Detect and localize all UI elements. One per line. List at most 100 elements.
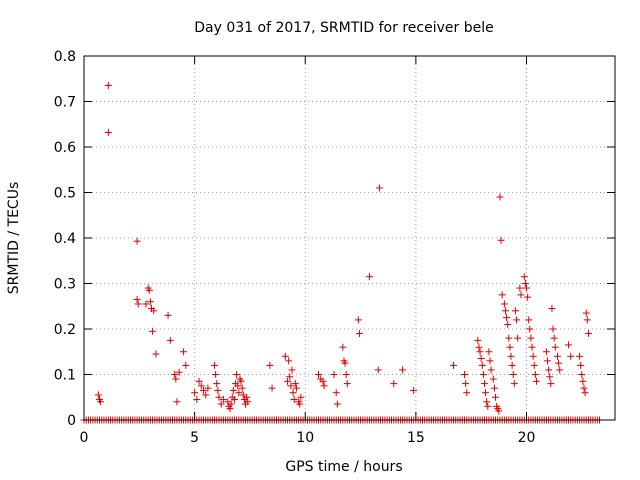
- data-point: [238, 384, 246, 392]
- data-point: [339, 343, 347, 351]
- data-point: [500, 300, 508, 308]
- data-point: [482, 389, 490, 397]
- data-point: [320, 382, 328, 390]
- data-point: [556, 366, 564, 374]
- data-point: [284, 377, 292, 385]
- x-tick-label: 20: [518, 430, 536, 446]
- data-point: [503, 314, 511, 322]
- y-tick-label: 0.7: [54, 95, 76, 111]
- data-point: [230, 396, 238, 404]
- data-point: [580, 384, 588, 392]
- data-point: [292, 384, 300, 392]
- y-tick-label: 0.6: [54, 140, 76, 156]
- data-point: [342, 371, 350, 378]
- data-point: [492, 393, 500, 401]
- data-point: [523, 284, 530, 292]
- data-point: [511, 307, 519, 315]
- data-point: [146, 298, 154, 306]
- data-point: [234, 382, 242, 390]
- data-point: [213, 380, 221, 388]
- data-point: [565, 341, 573, 349]
- data-point: [175, 368, 183, 376]
- data-point: [287, 382, 295, 390]
- data-point: [355, 330, 363, 338]
- data-point: [581, 389, 589, 397]
- data-point: [212, 371, 220, 378]
- data-point: [199, 386, 207, 394]
- data-point: [145, 286, 153, 294]
- data-point: [268, 384, 276, 392]
- x-tick-label: 5: [190, 430, 199, 446]
- data-point: [501, 307, 509, 315]
- data-point: [233, 371, 241, 378]
- data-point: [496, 193, 504, 201]
- data-point: [553, 352, 561, 360]
- data-point: [506, 343, 514, 351]
- data-point: [319, 377, 327, 385]
- data-point: [229, 386, 237, 394]
- data-point: [219, 396, 227, 404]
- data-point: [547, 380, 555, 388]
- data-point: [567, 352, 575, 360]
- data-point: [505, 334, 513, 342]
- data-point: [150, 307, 158, 315]
- data-point: [104, 82, 112, 90]
- data-point: [516, 284, 524, 292]
- data-point: [531, 371, 539, 378]
- y-tick-label: 0.1: [54, 368, 76, 384]
- data-point: [315, 371, 323, 378]
- data-point: [527, 334, 535, 342]
- data-point: [197, 382, 205, 390]
- data-point: [530, 361, 538, 369]
- data-point: [483, 398, 491, 406]
- data-point: [149, 327, 157, 335]
- data-point: [521, 280, 529, 287]
- y-axis-label: SRMTID / TECUs: [6, 182, 22, 295]
- data-point: [195, 377, 203, 385]
- data-point: [484, 402, 492, 410]
- data-point: [266, 361, 274, 369]
- data-point: [286, 373, 294, 381]
- y-tick-label: 0.5: [54, 186, 76, 202]
- data-point: [509, 371, 517, 378]
- data-point: [332, 389, 340, 397]
- data-point: [226, 405, 234, 413]
- data-point: [94, 391, 102, 399]
- data-point: [475, 343, 483, 351]
- data-point: [579, 377, 587, 385]
- data-point: [577, 361, 585, 369]
- data-point: [97, 398, 105, 406]
- data-point: [214, 386, 222, 394]
- data-point: [549, 325, 557, 333]
- data-point: [524, 293, 532, 301]
- chart-title: Day 031 of 2017, SRMTID for receiver bel…: [194, 20, 493, 36]
- data-point: [104, 128, 112, 136]
- data-point: [461, 371, 469, 378]
- x-tick-label: 15: [407, 430, 425, 446]
- data-point: [478, 361, 486, 369]
- x-tick-label: 10: [296, 430, 314, 446]
- data-point: [289, 389, 297, 397]
- data-point: [462, 380, 470, 388]
- data-point: [548, 305, 556, 313]
- data-point: [152, 350, 160, 358]
- data-point: [513, 316, 521, 324]
- data-point: [477, 355, 485, 363]
- y-tick-label: 0.8: [54, 49, 76, 65]
- data-point: [330, 371, 338, 378]
- data-point: [583, 316, 591, 324]
- y-tick-label: 0.3: [54, 277, 76, 293]
- data-point: [171, 371, 179, 378]
- data-point: [291, 380, 299, 388]
- data-point: [545, 366, 553, 374]
- data-point: [542, 348, 550, 356]
- data-point: [584, 330, 592, 338]
- data-point: [520, 273, 528, 281]
- data-point: [498, 291, 506, 299]
- data-point: [182, 361, 190, 369]
- data-point: [237, 377, 245, 385]
- data-point: [333, 400, 341, 408]
- data-point: [227, 400, 235, 408]
